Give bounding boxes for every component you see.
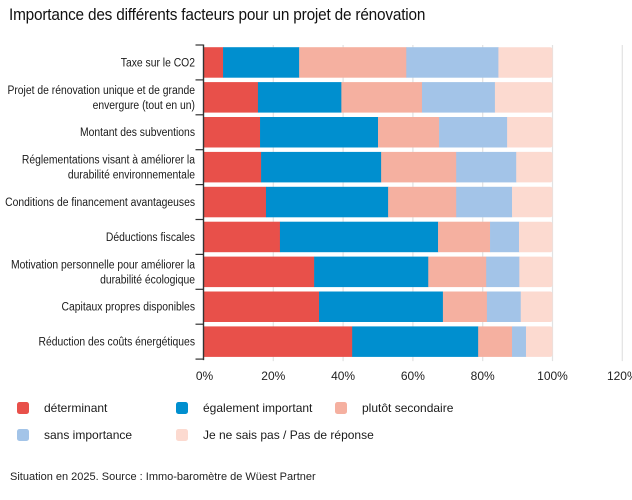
bar-segment: [406, 47, 499, 78]
legend-label: sans importance: [44, 428, 133, 442]
bar-segment: [279, 221, 439, 253]
x-tick-label: 100%: [537, 369, 568, 383]
bar-segment: [442, 291, 488, 322]
bar-segment: [507, 117, 553, 148]
bar-segment: [421, 82, 496, 113]
bar-row: [203, 186, 553, 218]
bar-segment: [388, 186, 457, 218]
y-axis: [195, 44, 205, 361]
bar-segment: [265, 186, 389, 218]
chart-title: Importance des différents facteurs pour …: [9, 6, 426, 24]
legend-swatch-icon: [335, 402, 347, 414]
category-label: envergure (tout en un): [93, 99, 195, 112]
bar-segment: [516, 151, 553, 183]
x-tick-labels: 0% 20% 40% 60% 80% 100% 120%: [196, 369, 632, 383]
bar-segment: [203, 221, 281, 253]
bar-segment: [456, 186, 513, 218]
bar-segment: [203, 151, 262, 183]
category-label: Réglementations visant à améliorer la: [22, 154, 196, 167]
bar-segment: [319, 291, 444, 322]
bar-segment: [203, 47, 224, 78]
bar-segment: [378, 117, 440, 148]
bar-row: [203, 47, 553, 78]
bar-segment: [203, 326, 353, 357]
category-label: Motivation personnelle pour améliorer la: [11, 259, 196, 272]
x-tick-label: 0%: [196, 369, 214, 383]
legend-item-determinant: déterminant: [17, 401, 107, 415]
bar-segment: [439, 117, 508, 148]
bar-segment: [456, 151, 517, 183]
legend: déterminant également important plutôt s…: [0, 396, 632, 452]
bar-segment: [203, 291, 320, 322]
bar-segment: [486, 291, 522, 322]
bar-segment: [223, 47, 300, 78]
category-label: Projet de rénovation unique et de grande: [7, 84, 195, 97]
legend-item-egalement-important: également important: [176, 401, 312, 415]
bar-segment: [261, 151, 382, 183]
bar-row: [203, 256, 553, 288]
x-tick-label: 60%: [401, 369, 425, 383]
category-label: Taxe sur le CO2: [121, 57, 195, 70]
bar-row: [203, 326, 553, 357]
bar-segment: [518, 221, 553, 253]
bar-segment: [203, 117, 261, 148]
bar-row: [203, 82, 553, 113]
stacked-bar-chart: Taxe sur le CO2 Projet de rénovation uniq…: [5, 44, 632, 383]
bar-segment: [381, 151, 457, 183]
bar-segment: [498, 47, 553, 78]
bar-segment: [486, 256, 520, 288]
bar-segment: [257, 82, 342, 113]
legend-item-je-ne-sais-pas: Je ne sais pas / Pas de réponse: [176, 428, 374, 442]
bar-segment: [490, 221, 520, 253]
category-label: durabilité écologique: [100, 274, 195, 287]
bars: [203, 47, 553, 357]
bar-segment: [520, 291, 553, 322]
legend-item-sans-importance: sans importance: [17, 428, 132, 442]
bar-segment: [512, 186, 553, 218]
bar-segment: [314, 256, 429, 288]
bar-row: [203, 291, 553, 322]
bar-segment: [352, 326, 479, 357]
bar-segment: [478, 326, 513, 357]
bar-segment: [438, 221, 491, 253]
legend-label: plutôt secondaire: [362, 401, 454, 415]
bar-segment: [525, 326, 553, 357]
bar-segment: [260, 117, 379, 148]
legend-swatch-icon: [176, 402, 188, 414]
bar-segment: [428, 256, 487, 288]
x-tick-label: 120%: [607, 369, 632, 383]
category-label: Déductions fiscales: [106, 231, 196, 244]
legend-item-plutot-secondaire: plutôt secondaire: [335, 401, 453, 415]
bar-segment: [512, 326, 527, 357]
category-label: Réduction des coûts énergétiques: [39, 336, 196, 349]
bar-segment: [203, 82, 259, 113]
bar-row: [203, 117, 553, 148]
bar-segment: [341, 82, 423, 113]
category-labels: Taxe sur le CO2 Projet de rénovation uniq…: [5, 57, 196, 349]
x-tick-label: 40%: [331, 369, 355, 383]
bar-row: [203, 151, 553, 183]
legend-swatch-icon: [176, 429, 188, 441]
source-note: Situation en 2025. Source : Immo-baromèt…: [10, 471, 316, 483]
x-tick-label: 80%: [471, 369, 495, 383]
category-label: Conditions de financement avantageuses: [5, 197, 195, 210]
legend-label: également important: [203, 401, 313, 415]
bar-segment: [299, 47, 407, 78]
category-label: Montant des subventions: [80, 127, 196, 140]
bar-segment: [203, 186, 267, 218]
category-label: durabilité environnementale: [68, 169, 195, 182]
legend-swatch-icon: [17, 429, 29, 441]
legend-label: déterminant: [44, 401, 108, 415]
legend-swatch-icon: [17, 402, 29, 414]
x-tick-label: 20%: [261, 369, 285, 383]
bar-segment: [494, 82, 553, 113]
bar-segment: [203, 256, 315, 288]
bar-segment: [519, 256, 553, 288]
bar-row: [203, 221, 553, 253]
legend-label: Je ne sais pas / Pas de réponse: [203, 428, 374, 442]
category-label: Capitaux propres disponibles: [62, 301, 196, 314]
